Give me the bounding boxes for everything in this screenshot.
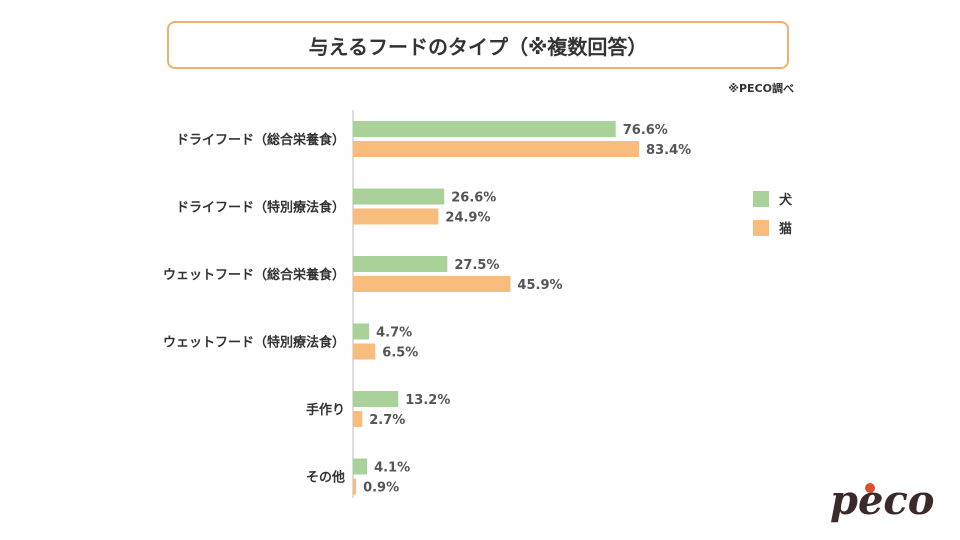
category-label: ドライフード（特別療法食） bbox=[176, 200, 345, 216]
chart-title: 与えるフードのタイプ（※複数回答） bbox=[167, 21, 789, 69]
value-label-dog: 76.6% bbox=[623, 123, 668, 138]
legend-label-dog: 犬 bbox=[779, 192, 793, 208]
bar-cat bbox=[353, 141, 640, 157]
bar-cat bbox=[353, 478, 357, 495]
category-label: ウェットフード（総合栄養食） bbox=[163, 267, 345, 283]
source-note: ※PECO調べ bbox=[728, 82, 794, 95]
legend-label-cat: 猫 bbox=[779, 221, 792, 237]
value-label-dog: 4.1% bbox=[374, 461, 410, 476]
legend: 犬 猫 bbox=[753, 191, 793, 237]
value-label-dog: 27.5% bbox=[454, 258, 499, 273]
bar-dog bbox=[353, 391, 399, 407]
bar-cat bbox=[353, 276, 511, 292]
bar-dog bbox=[353, 256, 448, 272]
bar-cat bbox=[353, 411, 363, 427]
legend-swatch-dog bbox=[753, 191, 769, 207]
value-label-dog: 13.2% bbox=[405, 393, 450, 408]
bar-cat bbox=[353, 208, 439, 225]
logo-dot bbox=[865, 483, 875, 493]
value-label-cat: 6.5% bbox=[382, 346, 418, 361]
value-label-dog: 26.6% bbox=[451, 191, 496, 206]
bar-dog bbox=[353, 121, 616, 137]
value-label-cat: 2.7% bbox=[369, 413, 405, 428]
bar-dog bbox=[353, 323, 370, 340]
bar-dog bbox=[353, 188, 445, 205]
value-label-cat: 45.9% bbox=[517, 278, 562, 293]
category-label: その他 bbox=[306, 470, 345, 486]
category-label: 手作り bbox=[306, 402, 345, 418]
legend-swatch-cat bbox=[753, 220, 769, 236]
value-label-cat: 83.4% bbox=[646, 143, 691, 158]
bar-dog bbox=[353, 458, 368, 475]
value-label-cat: 0.9% bbox=[363, 481, 399, 496]
bar-cat bbox=[353, 343, 376, 360]
category-label: ドライフード（総合栄養食） bbox=[176, 132, 345, 148]
value-label-cat: 24.9% bbox=[445, 211, 490, 226]
peco-logo-text: peco bbox=[830, 477, 934, 524]
peco-logo: peco bbox=[830, 477, 934, 524]
category-label: ウェットフード（特別療法食） bbox=[163, 335, 345, 351]
value-label-dog: 4.7% bbox=[376, 326, 412, 341]
